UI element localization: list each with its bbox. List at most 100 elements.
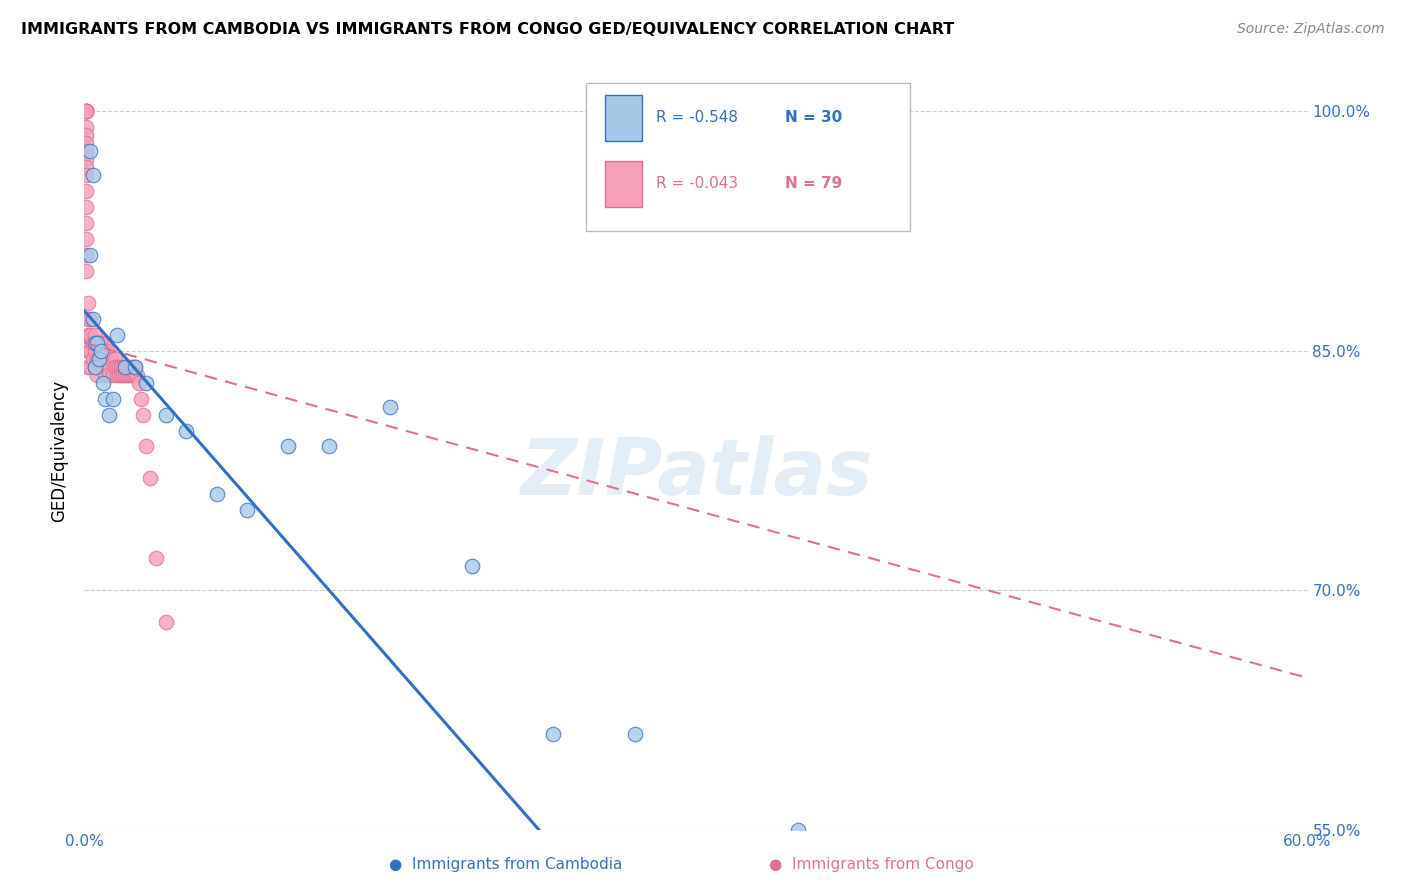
Text: R = -0.548: R = -0.548 xyxy=(655,111,738,126)
Point xyxy=(132,408,155,422)
Point xyxy=(79,359,101,374)
Point xyxy=(79,144,101,158)
Point xyxy=(91,343,114,358)
Point xyxy=(122,359,145,374)
Point xyxy=(75,264,97,278)
Point xyxy=(77,327,100,342)
Point xyxy=(75,144,97,158)
Point xyxy=(75,104,97,119)
Point xyxy=(205,487,228,501)
Point xyxy=(128,376,150,390)
Point xyxy=(624,727,647,741)
Point xyxy=(75,168,97,182)
Text: ●  Immigrants from Cambodia: ● Immigrants from Cambodia xyxy=(389,857,623,872)
Point xyxy=(75,104,97,119)
Point xyxy=(86,351,108,366)
Point xyxy=(75,104,97,119)
Point xyxy=(318,440,340,454)
Text: R = -0.043: R = -0.043 xyxy=(655,177,738,191)
Text: Source: ZipAtlas.com: Source: ZipAtlas.com xyxy=(1237,22,1385,37)
Point xyxy=(110,359,132,374)
Point xyxy=(174,424,197,438)
Point xyxy=(115,368,138,382)
Point xyxy=(101,392,124,406)
Point xyxy=(110,368,132,382)
Point xyxy=(97,359,120,374)
Point xyxy=(86,368,108,382)
Point xyxy=(82,335,104,350)
Point xyxy=(75,232,97,246)
Point xyxy=(127,368,149,382)
Point xyxy=(277,440,299,454)
Point xyxy=(75,248,97,262)
Point xyxy=(155,408,177,422)
FancyBboxPatch shape xyxy=(586,83,910,230)
Point xyxy=(79,248,101,262)
Point xyxy=(75,184,97,198)
Point xyxy=(112,368,135,382)
Point xyxy=(108,368,131,382)
Point xyxy=(75,160,97,174)
Point xyxy=(75,152,97,166)
Point xyxy=(82,168,104,182)
Point xyxy=(96,343,118,358)
Point xyxy=(114,368,136,382)
Point xyxy=(112,359,135,374)
Point xyxy=(83,327,105,342)
Point xyxy=(86,335,108,350)
Text: N = 30: N = 30 xyxy=(786,111,842,126)
FancyBboxPatch shape xyxy=(606,161,643,207)
Point xyxy=(101,368,124,382)
Point xyxy=(75,128,97,143)
Point xyxy=(124,359,146,374)
Point xyxy=(124,368,146,382)
Text: ●  Immigrants from Congo: ● Immigrants from Congo xyxy=(769,857,974,872)
Point xyxy=(77,359,100,374)
Point xyxy=(77,295,100,310)
Point xyxy=(105,327,128,342)
Point xyxy=(79,327,101,342)
Point xyxy=(236,503,259,517)
Point xyxy=(115,359,138,374)
Point xyxy=(461,559,484,574)
Point xyxy=(104,359,127,374)
Point xyxy=(77,343,100,358)
Y-axis label: GED/Equivalency: GED/Equivalency xyxy=(51,379,69,522)
Point xyxy=(75,136,97,151)
Point xyxy=(91,359,114,374)
Point xyxy=(83,343,105,358)
Point xyxy=(75,120,97,135)
Point xyxy=(114,359,136,374)
Point xyxy=(122,368,145,382)
Point xyxy=(79,311,101,326)
Point xyxy=(108,359,131,374)
Point xyxy=(91,376,114,390)
Point xyxy=(83,359,105,374)
Point xyxy=(83,359,105,374)
Point xyxy=(87,351,110,366)
Point xyxy=(120,368,142,382)
Point xyxy=(83,335,105,350)
Point xyxy=(75,216,97,230)
Point xyxy=(97,408,120,422)
Point xyxy=(90,351,112,366)
Point xyxy=(93,368,115,382)
Point xyxy=(787,822,810,837)
Text: N = 79: N = 79 xyxy=(786,177,842,191)
Point xyxy=(380,400,402,414)
Point xyxy=(118,359,141,374)
Point xyxy=(93,335,115,350)
Point xyxy=(135,440,157,454)
Point xyxy=(124,359,146,374)
Point xyxy=(105,368,128,382)
Point xyxy=(75,104,97,119)
Point xyxy=(104,351,127,366)
Point xyxy=(90,343,112,358)
Point xyxy=(120,359,142,374)
Point xyxy=(75,104,97,119)
Text: IMMIGRANTS FROM CAMBODIA VS IMMIGRANTS FROM CONGO GED/EQUIVALENCY CORRELATION CH: IMMIGRANTS FROM CAMBODIA VS IMMIGRANTS F… xyxy=(21,22,955,37)
Point xyxy=(90,335,112,350)
Point xyxy=(82,311,104,326)
Point xyxy=(105,359,128,374)
Point xyxy=(86,335,108,350)
